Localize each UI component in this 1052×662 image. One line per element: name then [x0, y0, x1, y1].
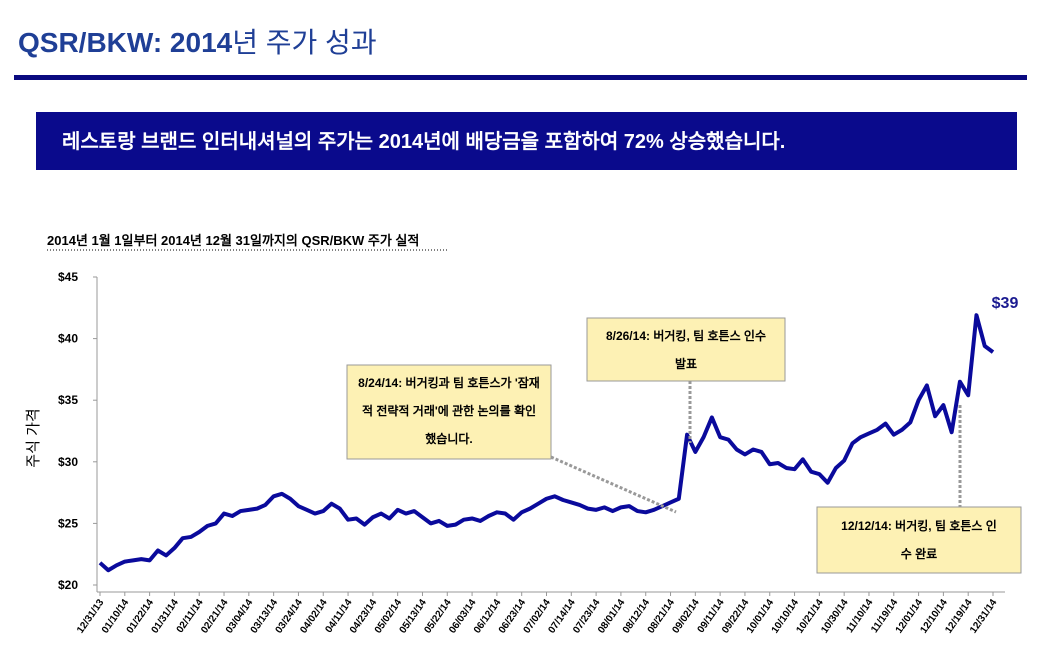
callout-box — [816, 506, 1022, 574]
callout-text: 8/26/14: 버거킹, 팀 호튼스 인수 — [606, 328, 766, 343]
callout-leader — [550, 455, 677, 514]
banner-text: 레스토랑 브랜드 인터내셔널의 주가는 2014년에 배당금을 포함하여 72%… — [62, 130, 785, 153]
title-rule — [14, 75, 1027, 80]
callout-box — [346, 364, 552, 460]
annotation-lines — [550, 381, 962, 514]
y-tick-label: $25 — [58, 516, 78, 530]
y-tick-label: $35 — [58, 393, 78, 407]
callout: 12/12/14: 버거킹, 팀 호튼스 인 수 완료 — [816, 506, 1022, 574]
callout-text: 발표 — [675, 356, 697, 371]
y-tick-label: $40 — [58, 332, 78, 346]
callout-text: 적 전략적 거래'에 관한 논의를 확인 — [362, 403, 536, 418]
page-title: QSR/BKW: 2014년 주가 성과 — [18, 27, 377, 58]
callout: 8/24/14: 버거킹과 팀 호튼스가 '잠재 적 전략적 거래'에 관한 논… — [346, 364, 552, 460]
chart-subtitle: 2014년 1월 1일부터 2014년 12월 31일까지의 QSR/BKW 주… — [47, 233, 419, 248]
price-line — [98, 313, 995, 573]
title-rest: 년 주가 성과 — [232, 27, 376, 58]
callout-text: 8/24/14: 버거킹과 팀 호튼스가 '잠재 — [358, 375, 540, 390]
callout-text: 수 완료 — [901, 547, 937, 561]
banner — [36, 112, 1017, 170]
y-tick-label: $20 — [58, 578, 78, 592]
callout-box — [586, 317, 786, 382]
callout: 8/26/14: 버거킹, 팀 호튼스 인수 발표 — [586, 317, 786, 382]
callout-text: 했습니다. — [425, 431, 473, 446]
y-tick-label: $45 — [58, 270, 78, 284]
callout-text: 12/12/14: 버거킹, 팀 호튼스 인 — [841, 518, 997, 533]
y-axis-title: 주식 가격 — [25, 408, 42, 467]
end-label: $39 — [992, 295, 1019, 312]
y-tick-label: $30 — [58, 455, 78, 469]
title-bold: QSR/BKW: 2014 — [18, 27, 233, 58]
